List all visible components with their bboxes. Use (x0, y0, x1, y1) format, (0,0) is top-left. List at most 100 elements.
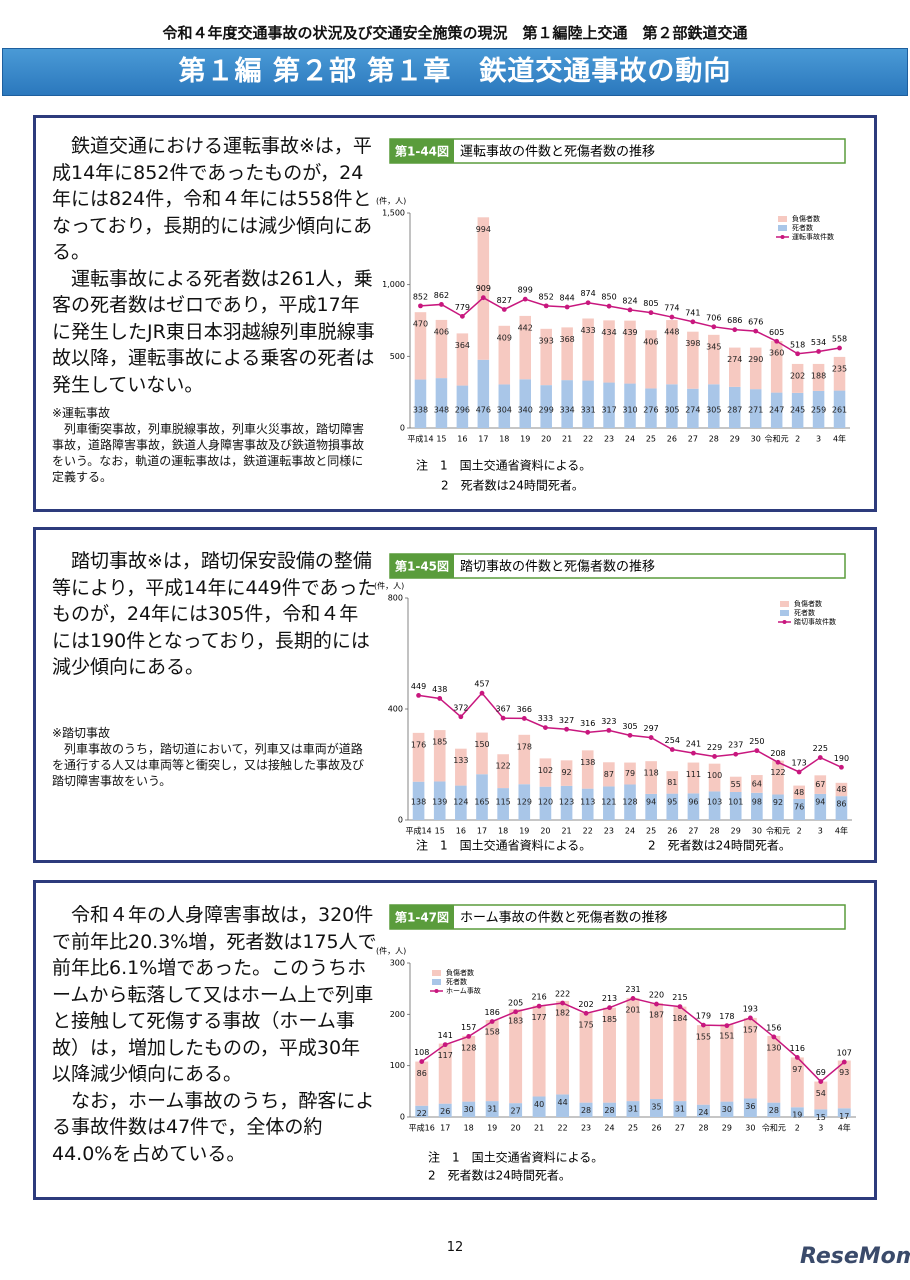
x-tick-label: 24 (604, 1124, 614, 1133)
bar-segment (837, 1060, 851, 1109)
bar-segment (579, 1102, 593, 1117)
x-tick-label: 28 (698, 1124, 708, 1133)
bar-segment (582, 318, 594, 381)
legend-point (780, 235, 785, 239)
data-label: 338 (413, 406, 428, 415)
line-point (712, 754, 717, 759)
legend-label: 踏切事故件数 (794, 617, 836, 626)
data-label: 250 (749, 737, 764, 746)
x-tick-label: 30 (752, 827, 762, 836)
figure-label-bg (390, 554, 454, 578)
data-label: 245 (790, 406, 805, 415)
data-label: 124 (453, 798, 468, 807)
data-label: 213 (602, 994, 617, 1003)
bar-segment (414, 379, 427, 428)
data-label: 534 (811, 338, 826, 347)
bar-segment (793, 785, 805, 799)
data-label: 261 (832, 406, 847, 415)
figure-title: ホーム事故の件数と死傷者数の推移 (460, 911, 668, 926)
line-point (839, 764, 844, 770)
legend-label: 負傷者数 (792, 214, 820, 223)
line-point (795, 351, 801, 357)
x-tick-label: 25 (646, 435, 656, 444)
bar-segment (518, 784, 531, 820)
data-label: 241 (686, 740, 701, 749)
data-label: 304 (497, 406, 512, 415)
data-label: 31 (675, 1105, 685, 1114)
line-point (711, 324, 717, 330)
data-label: 844 (560, 294, 575, 303)
data-label: 87 (604, 770, 614, 779)
bar-segment (666, 793, 679, 820)
bar-segment (498, 384, 511, 428)
data-label: 95 (667, 798, 677, 807)
data-label: 141 (438, 1031, 453, 1040)
bar-segment (770, 392, 783, 428)
data-label: 151 (719, 1032, 734, 1041)
line-point (732, 327, 738, 333)
data-label: 129 (517, 798, 532, 807)
data-label: 220 (649, 991, 664, 1000)
data-label: 121 (601, 798, 616, 807)
bar-segment (729, 776, 742, 792)
line-point (521, 716, 527, 721)
data-label: 27 (511, 1107, 521, 1116)
line-point (564, 726, 569, 732)
line-point (500, 715, 506, 721)
data-label: 457 (474, 680, 489, 689)
legend-point (782, 620, 787, 624)
y-tick-label: 0 (400, 424, 405, 433)
data-label: 202 (790, 371, 805, 380)
data-label: 22 (417, 1109, 427, 1118)
data-label: 79 (625, 769, 635, 778)
data-label: 176 (411, 740, 426, 749)
figure-label-bg (390, 139, 454, 163)
data-label: 290 (748, 355, 763, 364)
data-label: 98 (752, 798, 762, 807)
bar-segment (540, 385, 552, 428)
data-label: 123 (559, 798, 574, 807)
data-label: 364 (455, 341, 470, 350)
bar-segment (767, 1102, 781, 1117)
data-label: 706 (706, 313, 721, 322)
data-label: 111 (686, 770, 701, 779)
bar-segment (497, 754, 509, 789)
line-point (606, 303, 612, 309)
bar-segment (581, 750, 594, 789)
data-label: 178 (517, 742, 532, 751)
data-label: 92 (773, 798, 783, 807)
bar-segment (666, 384, 678, 428)
data-label: 334 (560, 406, 575, 415)
note: 注 1 国土交通省資料による。 (416, 459, 591, 473)
data-label: 247 (769, 406, 784, 415)
bar-segment (650, 1003, 663, 1100)
bar-segment (729, 791, 742, 820)
bar-segment (624, 784, 636, 820)
data-label: 779 (455, 303, 470, 312)
y-axis-unit: (件，人) (374, 581, 404, 591)
data-label: 345 (706, 342, 721, 351)
line-point (648, 310, 654, 316)
x-tick-label: 18 (498, 827, 508, 836)
line-point (522, 296, 528, 302)
footnote-text: 列車衝突事故，列車脱線事故，列車火災事故，踏切障害事故，道路障害事故，鉄道人身障… (52, 422, 365, 484)
bar-segment (603, 1007, 616, 1103)
data-label: 439 (622, 328, 637, 337)
x-tick-label: 3 (816, 435, 821, 444)
bar-segment (814, 775, 827, 794)
bar-segment (435, 378, 448, 428)
bar-segment (435, 319, 448, 379)
legend-point (434, 989, 439, 993)
bar-segment (415, 1105, 429, 1117)
data-label: 862 (434, 291, 449, 300)
data-label: 190 (834, 754, 849, 763)
x-tick-label: 25 (628, 1124, 638, 1133)
data-label: 185 (432, 738, 447, 747)
bar-segment (433, 781, 446, 820)
paragraph: 運転事故による死者数は261人，乗客の死者数はゼロであり，平成17年に発生したJ… (52, 267, 375, 396)
bar-segment (509, 1103, 523, 1117)
bar-segment (729, 347, 741, 387)
line-point (543, 725, 548, 730)
data-label: 229 (707, 743, 722, 752)
line-point (794, 1055, 800, 1060)
